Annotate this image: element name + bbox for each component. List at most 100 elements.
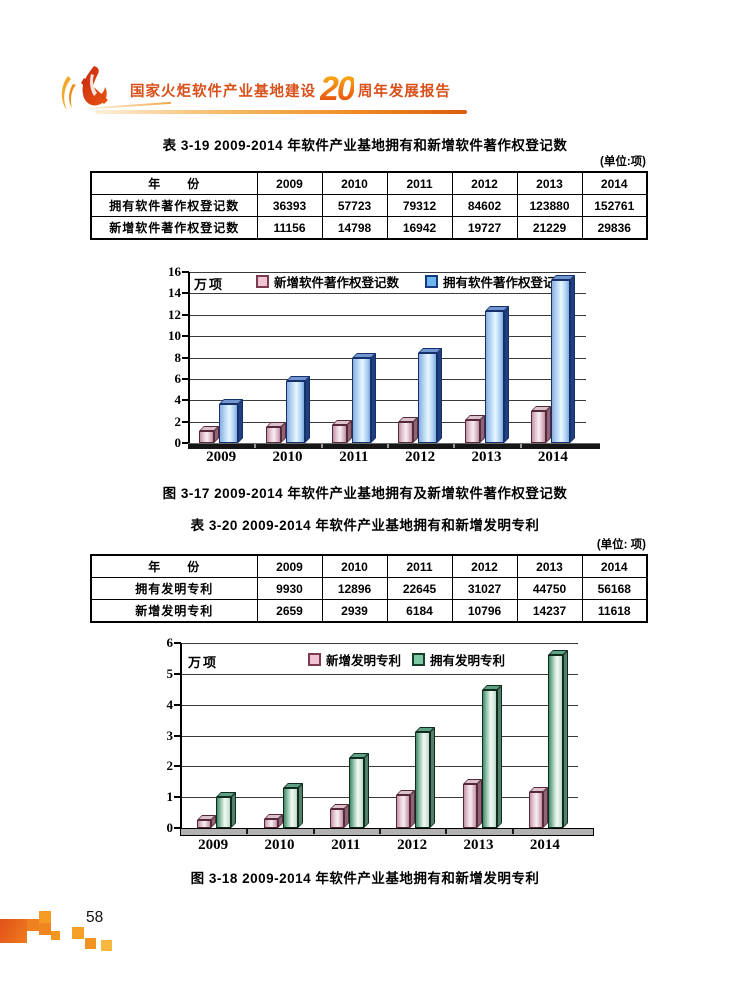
bar-pink <box>463 784 477 828</box>
bar-side <box>305 376 310 443</box>
x-axis-label: 2012 <box>405 449 436 465</box>
value-cell: 123880 <box>516 194 583 217</box>
year-cell: 2014 <box>581 171 648 195</box>
bar-pink <box>398 422 413 443</box>
mosaic-square <box>51 931 60 940</box>
gridline <box>188 336 586 338</box>
bar-pink <box>197 820 211 828</box>
y-axis-label: 6 <box>166 635 174 650</box>
x-axis-label: 2014 <box>537 449 568 465</box>
x-axis-label: 2014 <box>529 837 560 853</box>
value-cell: 16942 <box>386 216 453 240</box>
legend-entry-new: 新增发明专利 <box>308 650 401 669</box>
y-axis-label: 4 <box>166 696 174 712</box>
year-cell: 2012 <box>451 554 518 578</box>
y-tick <box>174 642 181 644</box>
bar-pink <box>332 425 347 443</box>
value-cell: 6184 <box>386 599 453 623</box>
year-cell: 2009 <box>256 554 323 578</box>
header-title-suffix: 周年发展报告 <box>357 84 451 100</box>
bar-green <box>283 788 298 828</box>
y-tick <box>182 292 189 295</box>
value-cell: 22645 <box>386 577 453 600</box>
y-axis-label: 2 <box>174 413 182 429</box>
value-cell: 152761 <box>581 194 648 217</box>
gridline <box>188 357 586 359</box>
year-cell: 2013 <box>516 554 583 578</box>
table1-title: 表 3-19 2009-2014 年软件产业基地拥有和新增软件著作权登记数 <box>162 138 568 153</box>
y-tick <box>174 827 181 829</box>
floor-tick <box>320 444 323 448</box>
y-axis-label: 8 <box>174 349 182 365</box>
legend-entry-owned: 拥有软件著作权登记数 <box>425 272 568 291</box>
y-axis-label: 16 <box>168 264 181 279</box>
y-tick <box>174 703 181 706</box>
value-cell: 2659 <box>256 599 323 623</box>
x-axis-label: 2012 <box>397 837 428 853</box>
floor-tick <box>379 829 381 834</box>
bar-blue <box>485 311 504 443</box>
legend-label: 拥有软件著作权登记数 <box>443 276 569 290</box>
bar-side <box>430 727 435 828</box>
value-cell: 57723 <box>321 194 388 217</box>
bar-green <box>415 732 430 828</box>
table2-header-row: 年 份 2009 2010 2011 2012 2013 2014 <box>90 554 648 578</box>
x-axis-floor <box>188 443 600 449</box>
x-axis-label: 2010 <box>264 837 295 853</box>
x-axis-label: 2011 <box>339 449 369 465</box>
gridline <box>180 704 578 706</box>
mosaic-square <box>0 919 27 943</box>
bar-side <box>437 348 442 443</box>
value-cell: 2939 <box>321 599 388 623</box>
mosaic-square <box>101 940 112 951</box>
bar-green <box>349 758 364 828</box>
figure-3-17-chart: 万项 新增软件著作权登记数 拥有软件著作权登记数 0 2 4 6 8 10 12 14 16 20… <box>158 263 623 475</box>
bar-green <box>482 690 497 828</box>
bar-side <box>238 399 243 443</box>
value-cell: 10796 <box>451 599 518 623</box>
figure1-caption: 图 3-17 2009-2014 年软件产业基地拥有及新增软件著作权登记数 <box>162 486 568 501</box>
table1: 年 份 2009 2010 2011 2012 2013 2014 拥有软件著作… <box>90 171 648 240</box>
legend-entry-new: 新增软件著作权登记数 <box>256 272 399 291</box>
value-cell: 11618 <box>581 599 648 623</box>
bar-blue <box>352 358 371 443</box>
value-cell: 84602 <box>451 194 518 217</box>
y-tick <box>182 335 189 338</box>
value-cell: 14237 <box>516 599 583 623</box>
gridline <box>180 673 578 675</box>
y-tick <box>174 765 181 768</box>
value-cell: 21229 <box>516 216 583 240</box>
gridline <box>188 378 586 380</box>
y-axis-label: 5 <box>166 665 174 681</box>
value-cell: 29836 <box>581 216 648 240</box>
year-cell: 2012 <box>451 171 518 195</box>
table2-unit: (单位: 项) <box>596 539 646 551</box>
y-axis-label: 6 <box>174 370 182 386</box>
figure2-caption: 图 3-18 2009-2014 年软件产业基地拥有和新增发明专利 <box>190 871 540 886</box>
x-axis-floor <box>180 828 594 836</box>
page-number: 58 <box>86 909 104 926</box>
row-label: 新增发明专利 <box>90 599 258 623</box>
bar-pink <box>266 427 281 443</box>
gridline <box>188 293 586 295</box>
year-cell: 2009 <box>256 171 323 195</box>
table-row: 拥有发明专利 9930 12896 22645 31027 44750 5616… <box>90 577 648 600</box>
y-tick <box>182 356 189 359</box>
bar-blue <box>551 280 570 443</box>
x-axis-label: 2009 <box>206 449 237 465</box>
gridline <box>188 272 586 273</box>
floor-tick <box>453 444 456 448</box>
gridline <box>188 421 586 423</box>
floor-tick <box>387 444 389 448</box>
bar-side <box>504 306 509 443</box>
y-axis-label: 12 <box>168 306 181 322</box>
y-axis-label: 3 <box>166 727 174 743</box>
y-axis-label: 2 <box>166 758 174 774</box>
table2-title: 表 3-20 2009-2014 年软件产业基地拥有和新增发明专利 <box>190 518 540 533</box>
floor-tick <box>246 829 249 834</box>
gridline <box>180 797 578 799</box>
gridline <box>180 766 578 768</box>
gridline <box>180 735 578 737</box>
table-row: 新增软件著作权登记数 11156 14798 16942 19727 21229… <box>90 216 648 240</box>
bar-pink <box>264 819 278 828</box>
